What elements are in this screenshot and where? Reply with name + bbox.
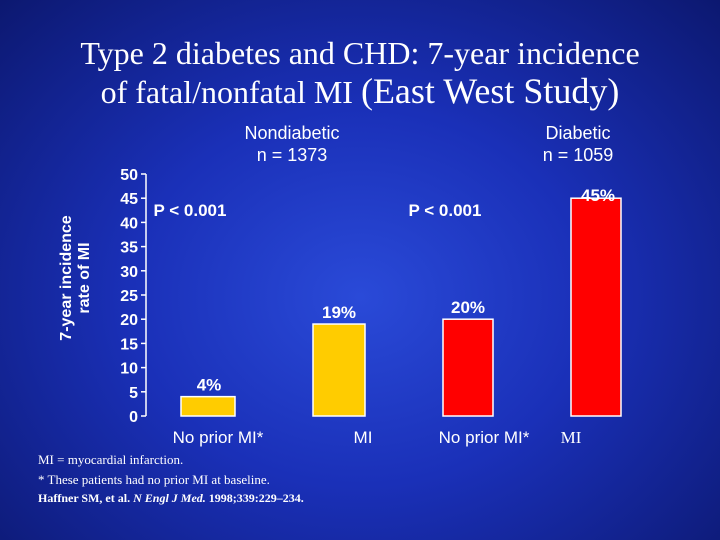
nondiabetic-group-label: Nondiabetic n = 1373: [192, 122, 392, 166]
nondiabetic-label: Nondiabetic: [244, 123, 340, 143]
diabetic-label: Diabetic: [545, 123, 611, 143]
footnote-definition: MI = myocardial infarction.: [38, 452, 184, 467]
bar-1: [312, 323, 366, 417]
footnote-asterisk: * These patients had no prior MI at base…: [38, 472, 270, 487]
title-line-2-main: of fatal/nonfatal MI: [100, 74, 361, 110]
y-tick-label: 30: [120, 264, 138, 281]
bar-labels: 4% 19% 20% 45% No prior MI* MI No prior MI* MI P…: [154, 186, 615, 447]
citation-journal: N Engl J Med.: [133, 491, 206, 505]
y-tick-label: 45: [120, 191, 138, 208]
x-category-label: MI: [354, 428, 373, 447]
y-tick-label: 40: [120, 215, 138, 232]
y-tick-label: 5: [129, 385, 138, 402]
bar-3: [570, 197, 622, 417]
title-line-2-study: (East West Study): [360, 71, 620, 111]
x-category-label: No prior MI*: [173, 428, 264, 447]
y-tick-label: 25: [120, 288, 138, 305]
citation-authors: Haffner SM, et al.: [38, 491, 131, 505]
y-tick-label: 20: [120, 312, 138, 329]
bar-2: [442, 318, 494, 417]
citation-ref: 1998;339:229–234.: [208, 491, 304, 505]
bar-value-label: 45%: [581, 186, 615, 205]
footnote-citation: Haffner SM, et al. N Engl J Med. 1998;33…: [38, 490, 304, 506]
bar-value-label: 20%: [451, 298, 485, 317]
bar-value-label: 4%: [197, 376, 222, 395]
y-tick-label: 35: [120, 240, 138, 257]
diabetic-n: n = 1059: [542, 145, 614, 165]
y-axis: 0 5 10 15 20 25 30 35 40 45 50: [120, 167, 147, 426]
bar-0: [180, 395, 236, 417]
y-tick-label: 50: [120, 167, 138, 184]
p-value-annotation: P < 0.001: [154, 201, 227, 220]
y-tick-label: 15: [120, 336, 138, 353]
title-line-1: Type 2 diabetes and CHD: 7-year incidenc…: [80, 35, 640, 71]
x-category-label: MI: [561, 428, 582, 447]
bars: [180, 197, 622, 417]
p-value-annotation: P < 0.001: [409, 201, 482, 220]
slide-title: Type 2 diabetes and CHD: 7-year incidenc…: [0, 34, 720, 111]
y-tick-label: 10: [120, 361, 138, 378]
title-line-2: of fatal/nonfatal MI (East West Study): [0, 72, 720, 111]
y-tick-label: 0: [129, 409, 138, 426]
x-category-label: No prior MI*: [439, 428, 530, 447]
nondiabetic-n: n = 1373: [256, 145, 328, 165]
diabetic-group-label: Diabetic n = 1059: [498, 122, 658, 166]
bar-value-label: 19%: [322, 303, 356, 322]
